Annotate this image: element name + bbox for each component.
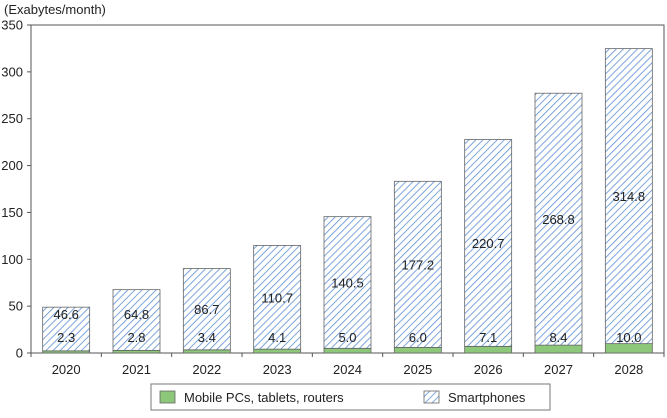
y-tick-label: 200 (1, 158, 23, 173)
bar-smartphones (393, 180, 442, 348)
y-tick-label: 150 (1, 205, 23, 220)
bar-mobile-pcs-tablets-routers (323, 347, 372, 354)
y-axis-unit-label: (Exabytes/month) (4, 2, 106, 17)
bar-smartphones (182, 268, 231, 351)
x-tick-label: 2025 (403, 362, 432, 377)
x-tick-label: 2027 (544, 362, 573, 377)
data-label-smartphones: 64.8 (124, 307, 149, 322)
data-label-mobile-pcs-tablets-routers: 3.4 (198, 330, 216, 345)
x-tick-label: 2024 (333, 362, 362, 377)
axes: 0 50 100 150 200 250 300 350 2020 2021 2022 2023 202… (1, 18, 665, 377)
y-tick-label: 100 (1, 252, 23, 267)
data-label-smartphones: 177.2 (402, 257, 435, 272)
legend-swatch-mobile-pcs-tablets-routers (159, 390, 176, 404)
legend: Mobile PCs, tablets, routers Smartphones (150, 383, 551, 411)
data-label-smartphones: 314.8 (613, 189, 646, 204)
x-tick-label: 2020 (52, 362, 81, 377)
bar-smartphones (42, 306, 91, 352)
bars: 46.6 2.3 64.8 2.8 86.7 3.4 110.7 4.1 140.5 5.0 177… (42, 48, 653, 354)
data-label-smartphones: 220.7 (472, 236, 505, 251)
data-label-mobile-pcs-tablets-routers: 6.0 (409, 330, 427, 345)
data-label-mobile-pcs-tablets-routers: 7.1 (479, 330, 497, 345)
bar-mobile-pcs-tablets-routers (464, 345, 513, 354)
y-tick-label: 50 (9, 299, 23, 314)
bar-smartphones (534, 92, 583, 346)
bar-mobile-pcs-tablets-routers (604, 343, 653, 354)
data-label-smartphones: 86.7 (194, 302, 219, 317)
y-tick-label: 350 (1, 18, 23, 33)
data-label-mobile-pcs-tablets-routers: 4.1 (268, 330, 286, 345)
data-label-smartphones: 268.8 (542, 212, 575, 227)
y-tick-label: 0 (16, 346, 23, 361)
bar-smartphones (464, 139, 513, 347)
data-label-mobile-pcs-tablets-routers: 2.3 (57, 330, 75, 345)
x-tick-label: 2026 (474, 362, 503, 377)
legend-label-smartphones: Smartphones (448, 390, 526, 405)
data-label-mobile-pcs-tablets-routers: 5.0 (338, 330, 356, 345)
x-tick-label: 2028 (614, 362, 643, 377)
data-label-mobile-pcs-tablets-routers: 10.0 (616, 330, 641, 345)
bar-mobile-pcs-tablets-routers (534, 344, 583, 354)
bar-mobile-pcs-tablets-routers (253, 348, 302, 354)
y-tick-label: 300 (1, 64, 23, 79)
bar-smartphones (604, 48, 653, 345)
bar-smartphones (323, 216, 372, 349)
legend-swatch-smartphones (423, 390, 440, 404)
bar-mobile-pcs-tablets-routers (393, 346, 442, 354)
data-label-smartphones: 110.7 (261, 290, 293, 305)
x-tick-label: 2022 (192, 362, 221, 377)
bar-smartphones (253, 245, 302, 350)
data-label-smartphones: 46.6 (54, 307, 79, 322)
x-tick-label: 2023 (263, 362, 292, 377)
bar-smartphones (112, 289, 161, 351)
data-label-mobile-pcs-tablets-routers: 8.4 (549, 330, 567, 345)
legend-label-mobile-pcs-tablets-routers: Mobile PCs, tablets, routers (184, 390, 344, 405)
data-label-smartphones: 140.5 (331, 275, 364, 290)
data-label-mobile-pcs-tablets-routers: 2.8 (127, 330, 145, 345)
legend-box (150, 383, 551, 411)
y-tick-label: 250 (1, 111, 23, 126)
bar-mobile-pcs-tablets-routers (182, 349, 231, 354)
x-tick-label: 2021 (122, 362, 151, 377)
